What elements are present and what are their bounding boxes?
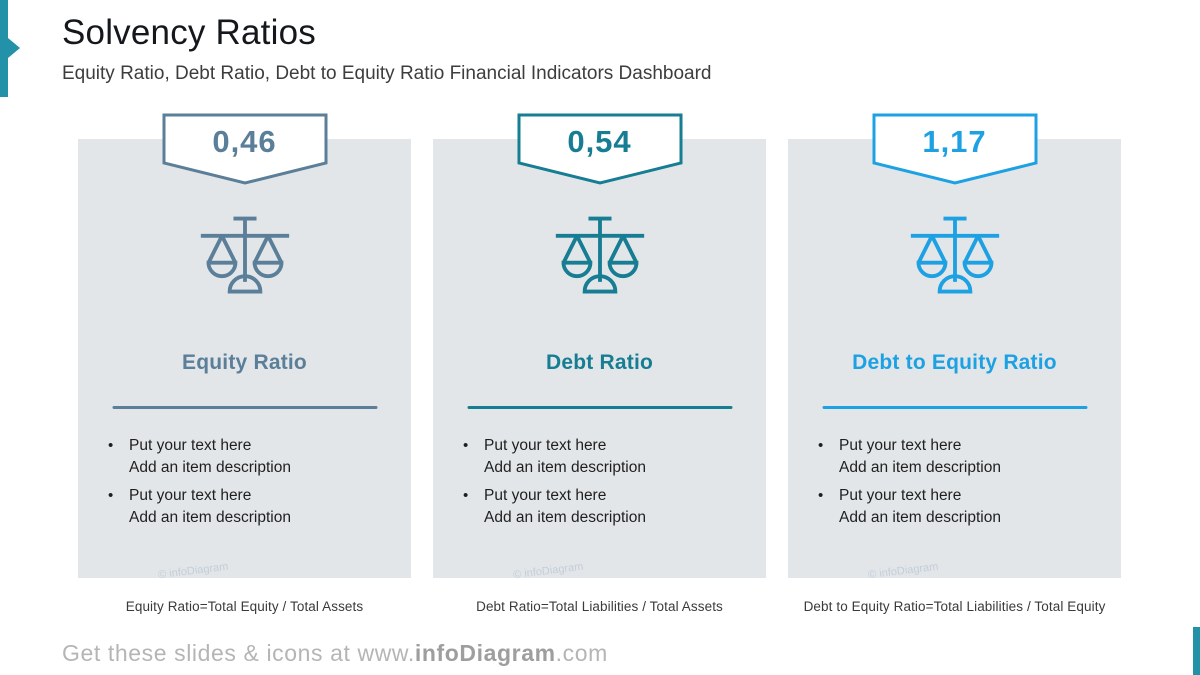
value-badge: 1,17 — [872, 113, 1038, 185]
card-equity-ratio: 0,46 Equity Ratio Put your text here Add… — [78, 113, 411, 582]
page-subtitle: Equity Ratio, Debt Ratio, Debt to Equity… — [62, 63, 712, 84]
bullet-icon — [463, 485, 484, 528]
bullet-line: Add an item description — [484, 458, 646, 476]
bullet-icon — [108, 435, 129, 478]
bullet-list: Put your text here Add an item descripti… — [108, 435, 393, 535]
card-debt-ratio: 0,54 Debt Ratio Put your text here Add a… — [433, 113, 766, 582]
slide-header: Solvency Ratios Equity Ratio, Debt Ratio… — [62, 12, 712, 87]
list-item: Put your text here Add an item descripti… — [108, 485, 393, 528]
footer-suffix: .com — [555, 640, 608, 666]
value-badge: 0,54 — [517, 113, 683, 185]
list-item: Put your text here Add an item descripti… — [463, 485, 748, 528]
formulas-row: Equity Ratio=Total Equity / Total Assets… — [78, 599, 1121, 614]
card-title: Debt to Equity Ratio — [852, 351, 1057, 374]
banner-shape-icon — [517, 113, 682, 185]
cards-row: 0,46 Equity Ratio Put your text here Add… — [78, 113, 1121, 582]
ratio-value: 0,54 — [567, 124, 632, 159]
corner-accent-bar — [1193, 627, 1200, 675]
bullet-line: Put your text here — [129, 487, 252, 504]
bullet-line: Add an item description — [129, 508, 291, 526]
bullet-line: Put your text here — [839, 487, 962, 504]
bullet-icon — [463, 435, 484, 478]
bullet-line: Add an item description — [484, 508, 646, 526]
banner-shape-icon — [162, 113, 327, 185]
list-item: Put your text here Add an item descripti… — [108, 435, 393, 478]
card-title: Debt Ratio — [546, 351, 653, 374]
bullet-line: Add an item description — [129, 458, 291, 476]
balance-scale-icon — [197, 213, 293, 304]
list-item: Put your text here Add an item descripti… — [818, 435, 1103, 478]
watermark: © infoDiagram — [157, 560, 229, 582]
corner-accent-icon — [0, 0, 20, 97]
card-debt-to-equity-ratio: 1,17 Debt to Equity Ratio Put your text … — [788, 113, 1121, 582]
footer-credit: Get these slides & icons at www.infoDiag… — [62, 640, 608, 667]
bullet-list: Put your text here Add an item descripti… — [818, 435, 1103, 535]
banner-shape-icon — [872, 113, 1037, 185]
balance-scale-icon — [552, 213, 648, 304]
bullet-list: Put your text here Add an item descripti… — [463, 435, 748, 535]
bullet-line: Add an item description — [839, 458, 1001, 476]
footer-brand: infoDiagram — [414, 640, 556, 666]
watermark: © infoDiagram — [512, 560, 584, 582]
bullet-line: Put your text here — [839, 437, 962, 454]
watermark: © infoDiagram — [867, 560, 939, 582]
divider — [112, 406, 377, 409]
ratio-value: 0,46 — [212, 124, 277, 159]
value-badge: 0,46 — [162, 113, 328, 185]
list-item: Put your text here Add an item descripti… — [463, 435, 748, 478]
formula-equity-ratio: Equity Ratio=Total Equity / Total Assets — [125, 599, 364, 614]
divider — [467, 406, 732, 409]
page-title: Solvency Ratios — [62, 13, 316, 52]
bullet-icon — [818, 435, 839, 478]
bullet-line: Put your text here — [484, 437, 607, 454]
list-item: Put your text here Add an item descripti… — [818, 485, 1103, 528]
balance-scale-icon — [907, 213, 1003, 304]
bullet-line: Add an item description — [839, 508, 1001, 526]
footer-prefix: Get these slides & icons at www. — [62, 640, 415, 666]
card-title: Equity Ratio — [182, 351, 307, 374]
divider — [822, 406, 1087, 409]
bullet-icon — [108, 485, 129, 528]
bullet-line: Put your text here — [484, 487, 607, 504]
bullet-icon — [818, 485, 839, 528]
formula-debt-ratio: Debt Ratio=Total Liabilities / Total Ass… — [476, 599, 723, 614]
formula-debt-to-equity-ratio: Debt to Equity Ratio=Total Liabilities /… — [803, 599, 1106, 614]
bullet-line: Put your text here — [129, 437, 252, 454]
ratio-value: 1,17 — [922, 124, 987, 159]
